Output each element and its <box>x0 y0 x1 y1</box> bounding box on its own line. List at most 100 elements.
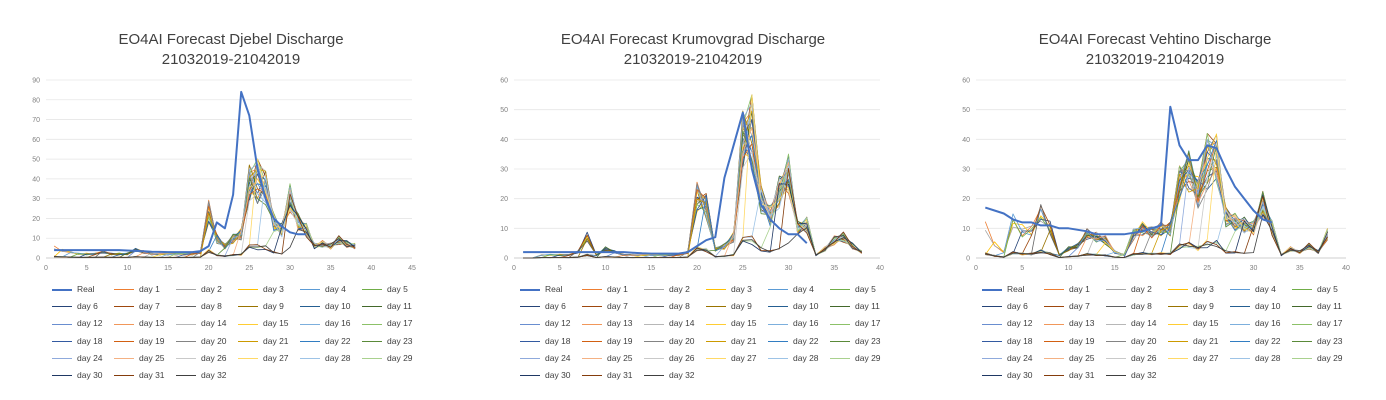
legend-label: day 12 <box>77 318 103 329</box>
legend-item: day 20 <box>176 335 227 347</box>
legend-label: day 19 <box>139 335 165 346</box>
legend-swatch <box>1044 375 1064 377</box>
legend-swatch <box>1292 289 1312 291</box>
legend-swatch <box>238 306 258 308</box>
x-tick-label: 35 <box>1296 265 1304 272</box>
legend-swatch <box>582 358 602 360</box>
plot-area: 0 10 20 30 40 50 60 70 80 90 0 5 10 15 20 25 30 35 40 45 <box>32 78 416 273</box>
legend-item: day 1 <box>114 283 160 295</box>
legend-swatch <box>644 289 664 291</box>
legend-label: day 3 <box>731 284 752 294</box>
legend-swatch <box>768 289 788 291</box>
legend-swatch <box>1168 289 1188 291</box>
legend-item: day 27 <box>238 352 289 364</box>
legend-label: day 14 <box>201 318 227 329</box>
y-tick-label: 50 <box>500 107 508 114</box>
x-tick-label: 30 <box>785 265 793 272</box>
legend-item: day 23 <box>830 335 881 347</box>
chart-vehtino: EO4AI Forecast Vehtino Discharge 2103201… <box>924 0 1386 400</box>
legend-swatch <box>1230 323 1250 325</box>
legend-swatch <box>644 358 664 360</box>
legend-label: day 9 <box>263 301 284 312</box>
legend-swatch <box>830 358 850 360</box>
x-tick-label: 0 <box>974 265 978 272</box>
legend-swatch <box>52 323 72 325</box>
legend-swatch <box>1230 358 1250 360</box>
y-tick-label: 10 <box>962 226 970 233</box>
legend-label: day 13 <box>607 318 633 329</box>
x-tick-label: 30 <box>1250 265 1258 272</box>
legend-item: day 11 <box>830 300 880 312</box>
legend-swatch <box>1168 340 1188 342</box>
legend-swatch <box>706 306 726 308</box>
legend-swatch <box>300 358 320 360</box>
legend-label: Real <box>1007 284 1025 294</box>
y-tick-label: 40 <box>500 137 508 144</box>
legend-item: day 10 <box>300 300 351 312</box>
legend-swatch <box>1168 323 1188 325</box>
series-day-8 <box>54 173 356 258</box>
y-tick-label: 0 <box>966 256 970 263</box>
legend-item: day 24 <box>520 352 571 364</box>
legend-label: day 9 <box>731 301 752 312</box>
plot-area: 0 10 20 30 40 50 60 0 5 10 15 20 25 30 35 40 <box>962 78 1350 273</box>
legend-swatch <box>300 306 320 308</box>
y-tick-label: 80 <box>32 97 40 104</box>
legend-swatch <box>1106 323 1126 325</box>
legend-label: day 18 <box>77 335 103 346</box>
legend-label: day 24 <box>545 352 571 363</box>
legend-label: day 29 <box>387 352 413 363</box>
legend-item: day 20 <box>644 335 695 347</box>
legend-swatch <box>768 306 788 308</box>
legend-item: day 29 <box>362 352 413 364</box>
legend-item: day 2 <box>1106 283 1152 295</box>
y-tick-label: 0 <box>504 256 508 263</box>
legend-item: day 25 <box>1044 352 1095 364</box>
series-day-24 <box>54 163 356 258</box>
y-tick-label: 40 <box>32 176 40 183</box>
legend-item: day 22 <box>1230 335 1281 347</box>
legend-label: day 4 <box>793 284 814 294</box>
legend-item: day 8 <box>176 300 222 312</box>
legend-swatch <box>1106 358 1126 360</box>
chart-djebel: EO4AI Forecast Djebel Discharge 21032019… <box>0 0 462 400</box>
x-tick-label: 20 <box>205 265 213 272</box>
legend-swatch <box>176 358 196 360</box>
legend-item: day 22 <box>300 335 351 347</box>
legend-swatch <box>520 306 540 308</box>
series-day-20 <box>54 172 356 258</box>
legend-swatch <box>1292 340 1312 342</box>
legend-swatch <box>1106 375 1126 377</box>
legend-item: day 21 <box>706 335 757 347</box>
legend-label: day 23 <box>387 335 413 346</box>
legend-item: day 4 <box>300 283 346 295</box>
legend-item: day 4 <box>1230 283 1276 295</box>
plot-area: 0 10 20 30 40 50 60 0 5 10 15 20 25 30 35 40 <box>500 78 884 273</box>
series-day-2 <box>53 165 356 256</box>
legend-item: day 27 <box>1168 352 1219 364</box>
legend-label: day 5 <box>1317 284 1338 294</box>
chart-title: EO4AI Forecast Djebel Discharge <box>118 31 344 48</box>
legend-swatch <box>768 340 788 342</box>
legend-swatch <box>830 323 850 325</box>
legend-label: day 22 <box>793 335 819 346</box>
x-tick-label: 5 <box>558 265 562 272</box>
legend-swatch <box>982 306 1002 308</box>
x-tick-label: 40 <box>876 265 884 272</box>
legend-label: day 4 <box>325 284 346 294</box>
legend-label: day 7 <box>139 301 160 312</box>
legend-label: day 20 <box>669 335 695 346</box>
legend-swatch <box>982 340 1002 342</box>
legend-item: day 12 <box>520 317 571 329</box>
legend-swatch <box>176 323 196 325</box>
legend-label: day 15 <box>1193 318 1219 329</box>
legend-label: day 13 <box>139 318 165 329</box>
legend-swatch <box>238 358 258 360</box>
x-tick-label: 15 <box>1111 265 1119 272</box>
y-tick-label: 20 <box>500 196 508 203</box>
legend-item: day 15 <box>1168 317 1219 329</box>
y-tick-label: 50 <box>962 107 970 114</box>
chart-subtitle: 21032019-21042019 <box>623 51 763 68</box>
x-tick-label: 20 <box>1157 265 1165 272</box>
legend-label: day 30 <box>1007 370 1033 380</box>
